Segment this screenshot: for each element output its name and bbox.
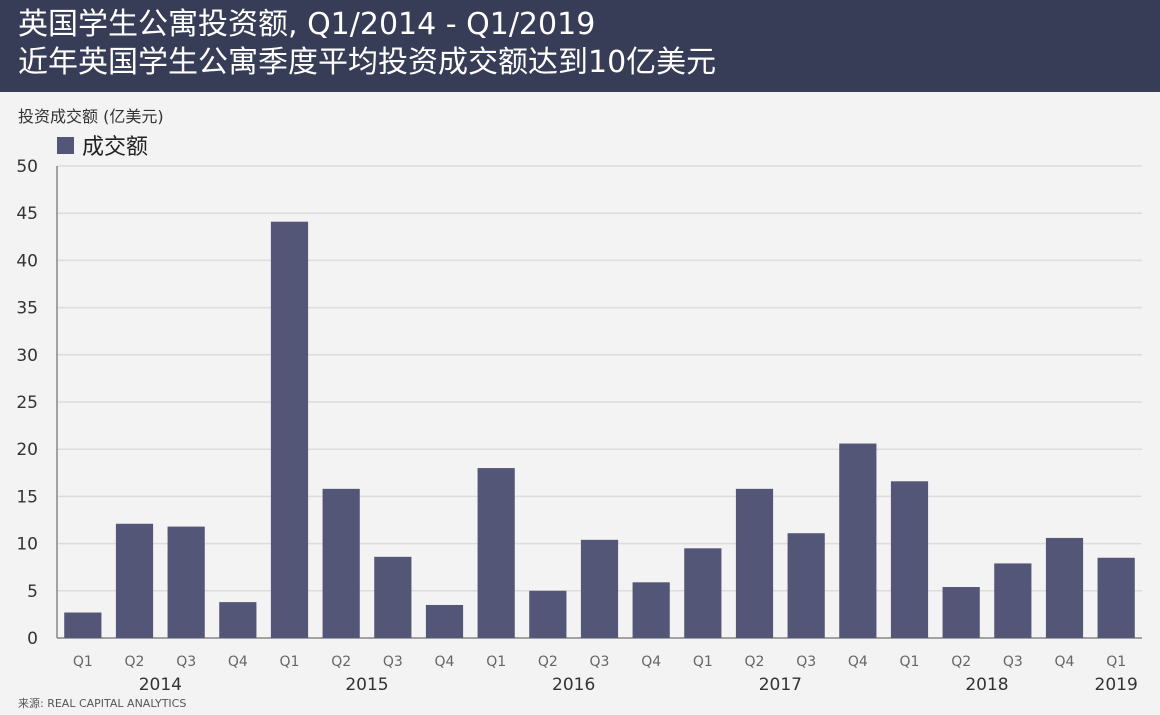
year-label: 2018 [965,675,1008,695]
x-tick-label: Q3 [383,654,403,670]
y-tick-label: 10 [16,535,38,555]
header-banner: 英国学生公寓投资额, Q1/2014 - Q1/2019 近年英国学生公寓季度平… [0,0,1160,92]
x-tick-label: Q2 [125,654,145,670]
x-tick-label: Q3 [1003,654,1023,670]
bar [425,604,464,638]
bar [839,443,877,638]
y-tick-label: 5 [27,582,38,602]
x-tick-label: Q4 [435,654,455,670]
bar [580,539,619,638]
legend-label: 成交额 [82,135,149,160]
y-tick-label: 45 [16,204,38,224]
bar [787,533,825,638]
x-tick-label: Q4 [228,654,248,670]
chart-subtitle: 近年英国学生公寓季度平均投资成交额达到10亿美元 [18,45,717,80]
x-tick-label: Q2 [538,654,558,670]
x-tick-label: Q3 [796,654,816,670]
x-tick-label: Q2 [951,654,971,670]
x-tick-label: Q4 [1055,654,1075,670]
x-tick-label: Q1 [693,654,713,670]
y-tick-label: 0 [27,629,38,649]
chart-title: 英国学生公寓投资额, Q1/2014 - Q1/2019 [18,7,596,42]
x-tick-label: Q2 [745,654,765,670]
bar [374,556,412,638]
source-note: 来源: REAL CAPITAL ANALYTICS [18,697,187,710]
bar [115,523,154,638]
bar [942,587,980,638]
year-label: 2019 [1095,675,1138,695]
bar [477,468,515,638]
y-axis-label: 投资成交额 (亿美元) [18,107,164,126]
bar [167,526,205,638]
bar [64,612,102,638]
bar [529,590,567,638]
x-tick-label: Q1 [280,654,300,670]
x-tick-label: Q1 [73,654,93,670]
bar [219,602,257,638]
x-tick-label: Q1 [900,654,920,670]
y-tick-label: 25 [16,393,38,413]
x-tick-label: Q3 [176,654,196,670]
bar [322,488,360,638]
bar [994,563,1032,638]
x-tick-label: Q2 [331,654,351,670]
bar [684,548,722,638]
y-tick-label: 40 [16,251,38,271]
y-tick-label: 15 [16,487,38,507]
bar [890,481,929,638]
x-tick-label: Q3 [590,654,610,670]
bar [270,221,309,639]
year-label: 2015 [345,675,388,695]
y-tick-label: 35 [16,299,38,319]
legend: 成交额 [57,131,149,160]
y-tick-label: 20 [16,440,38,460]
bar [735,488,774,638]
legend-swatch [57,136,74,154]
year-label: 2016 [552,675,595,695]
y-tick-label: 30 [16,346,38,366]
x-tick-label: Q4 [848,654,868,670]
year-label: 2017 [759,675,802,695]
year-label: 2014 [139,675,182,695]
bar [1045,537,1084,638]
x-tick-label: Q1 [486,654,506,670]
x-tick-label: Q1 [1106,654,1126,670]
bar [1097,557,1135,638]
x-tick-label: Q4 [641,654,661,670]
y-tick-label: 50 [16,157,38,177]
bar [632,582,670,638]
